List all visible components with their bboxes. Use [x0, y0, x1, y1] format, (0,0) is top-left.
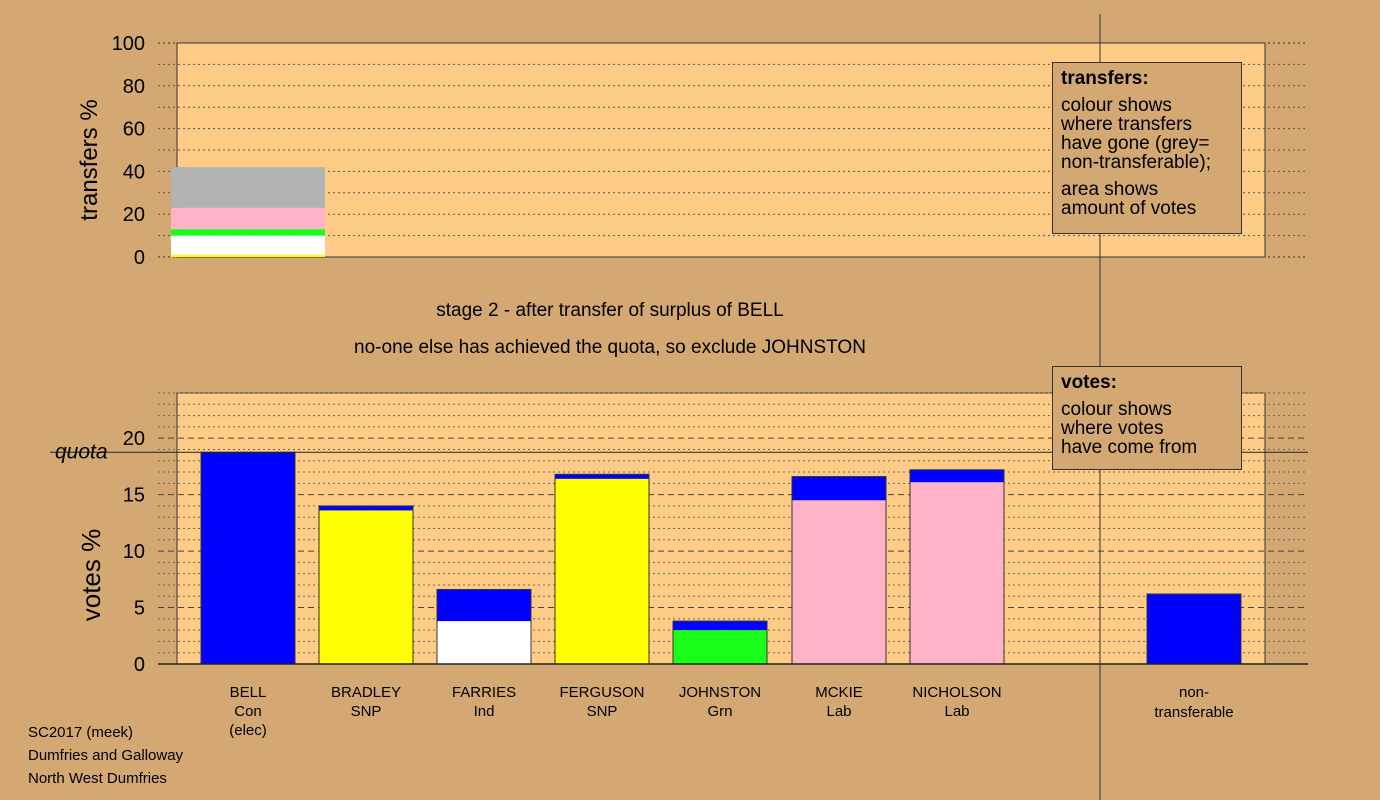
- votes-tick-label: 20: [123, 428, 145, 450]
- candidate-name: BELL: [230, 684, 267, 701]
- quota-label: quota: [55, 440, 108, 463]
- transfer-bar-segment: [171, 207, 325, 230]
- candidate-party: SNP: [587, 703, 618, 720]
- stage-description: stage 2 - after transfer of surplus of B…: [436, 300, 784, 321]
- vote-bar-segment: [792, 500, 886, 664]
- votes-tick-label: 5: [134, 598, 145, 620]
- transfers-legend-line: amount of votes: [1061, 198, 1197, 219]
- transfers-legend-line: have gone (grey=: [1061, 133, 1210, 154]
- votes-axis-title: votes %: [76, 529, 106, 622]
- stage-action: no-one else has achieved the quota, so e…: [354, 337, 866, 358]
- transfers-tick-label: 40: [123, 161, 145, 183]
- transfer-bar-segment: [171, 229, 325, 236]
- vote-bar-segment: [319, 505, 413, 511]
- candidate-party: SNP: [351, 703, 382, 720]
- transfers-tick-label: 0: [134, 247, 145, 269]
- candidate-status: (elec): [229, 722, 267, 739]
- transfers-tick-label: 100: [112, 33, 145, 55]
- candidate-party: Lab: [944, 703, 969, 720]
- transfers-legend: transfers: colour shows where transfers …: [1052, 62, 1242, 234]
- transfer-bar-segment: [171, 167, 325, 208]
- candidate-party: Con: [234, 703, 262, 720]
- candidate-name: BRADLEY: [331, 684, 401, 701]
- transfers-legend-line: colour shows: [1061, 95, 1172, 116]
- transfer-bar-segment: [171, 254, 325, 257]
- votes-tick-label: 10: [123, 541, 145, 563]
- footer-ward: North West Dumfries: [28, 770, 167, 787]
- vote-bar-segment: [673, 621, 767, 631]
- transfers-axis-title: transfers %: [76, 99, 103, 220]
- nontransferable-label: transferable: [1154, 704, 1233, 721]
- candidate-name: FERGUSON: [559, 684, 644, 701]
- transfers-legend-line: area shows: [1061, 179, 1159, 200]
- vote-bar-segment: [555, 474, 649, 479]
- candidate-party: Grn: [707, 703, 732, 720]
- votes-legend-title: votes:: [1061, 372, 1117, 393]
- vote-bar-segment: [910, 482, 1004, 664]
- vote-bar-segment: [792, 476, 886, 501]
- candidate-name: FARRIES: [452, 684, 516, 701]
- transfers-legend-line: non-transferable);: [1061, 152, 1211, 173]
- transfers-tick-label: 60: [123, 119, 145, 141]
- transfers-tick-label: 20: [123, 204, 145, 226]
- nontransferable-label: non-: [1179, 684, 1209, 701]
- votes-legend-line: colour shows: [1061, 399, 1172, 420]
- vote-bar-segment: [437, 621, 531, 664]
- candidate-name: NICHOLSON: [912, 684, 1001, 701]
- votes-tick-label: 0: [134, 654, 145, 676]
- vote-bar-segment: [201, 452, 295, 664]
- vote-bar-segment: [555, 478, 649, 664]
- transfer-bar-segment: [171, 235, 325, 255]
- footer-election: SC2017 (meek): [28, 724, 134, 741]
- vote-bar-segment: [673, 630, 767, 664]
- transfers-legend-line: where transfers: [1061, 114, 1192, 135]
- candidate-party: Ind: [474, 703, 495, 720]
- vote-bar-segment: [319, 510, 413, 664]
- candidate-party: Lab: [826, 703, 851, 720]
- candidate-name: MCKIE: [815, 684, 863, 701]
- transfers-legend-title: transfers:: [1061, 68, 1149, 89]
- votes-legend-line: have come from: [1061, 437, 1198, 458]
- votes-legend-line: where votes: [1061, 418, 1164, 439]
- votes-tick-label: 15: [123, 485, 145, 507]
- votes-legend: votes: colour shows where votes have com…: [1052, 366, 1242, 470]
- nontransferable-bar-segment: [1147, 593, 1241, 664]
- vote-bar-segment: [437, 589, 531, 622]
- transfers-tick-label: 80: [123, 76, 145, 98]
- vote-bar-segment: [910, 469, 1004, 483]
- footer-council: Dumfries and Galloway: [28, 747, 184, 764]
- candidate-name: JOHNSTON: [679, 684, 761, 701]
